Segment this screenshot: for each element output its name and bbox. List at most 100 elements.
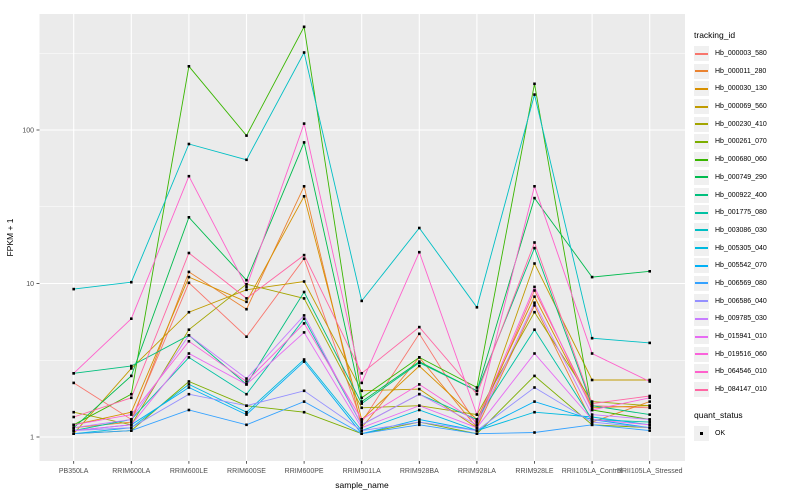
data-point (245, 380, 248, 383)
data-point (187, 352, 191, 355)
data-point (533, 246, 536, 250)
data-point (533, 301, 536, 304)
shape-legend: quant_status OK (694, 410, 798, 444)
data-point (533, 386, 536, 389)
legend-item-label: Hb_000030_130 (715, 85, 767, 93)
series-color-swatch (695, 140, 708, 143)
data-point (590, 400, 594, 403)
data-point (475, 426, 479, 429)
data-point (418, 404, 421, 407)
data-point (245, 285, 248, 289)
data-point (245, 134, 248, 137)
data-point (245, 404, 248, 407)
data-point (72, 287, 75, 291)
data-point (130, 317, 133, 320)
data-point (302, 195, 306, 198)
series-color-swatch (695, 158, 708, 161)
data-point (245, 158, 248, 162)
legend-key (694, 425, 709, 441)
legend-item-label: Hb_000003_580 (715, 50, 767, 57)
data-point (302, 297, 306, 300)
legend-item-label: Hb_000749_290 (715, 173, 767, 181)
data-point (130, 374, 133, 378)
x-tick-label: RRIM600PE (285, 468, 324, 475)
data-point (72, 432, 75, 435)
legend-item-label: Hb_019516_060 (715, 350, 767, 358)
data-point (475, 386, 479, 389)
legend-item: Hb_000003_580 (694, 46, 798, 61)
data-point (72, 423, 75, 427)
data-point (533, 82, 536, 86)
data-point (302, 360, 306, 363)
data-point (302, 290, 306, 294)
data-point (360, 381, 363, 385)
legend-item-label: Hb_006586_040 (715, 297, 767, 305)
data-point (302, 314, 306, 317)
data-point (590, 406, 594, 410)
data-point (533, 400, 536, 403)
legend: tracking_id Hb_000003_580 Hb_000011_280 Hb… (694, 30, 798, 443)
data-point (360, 418, 363, 421)
legend-key (694, 152, 709, 168)
data-point (245, 392, 248, 396)
data-point (130, 423, 133, 427)
legend-item-label: Hb_015941_010 (715, 333, 767, 340)
data-point (418, 356, 421, 359)
data-point (648, 270, 651, 273)
data-point (245, 423, 248, 427)
data-point (187, 386, 191, 389)
legend-item: Hb_084147_010 (694, 382, 798, 398)
legend-item: Hb_005305_040 (694, 240, 798, 256)
legend-key (694, 99, 709, 115)
data-point (187, 275, 191, 279)
data-point (187, 174, 191, 178)
series-color-swatch (695, 123, 708, 126)
data-point (130, 367, 133, 370)
data-point (533, 285, 536, 289)
data-point (418, 361, 421, 364)
data-point (418, 250, 421, 254)
data-point (475, 432, 479, 435)
data-point (302, 317, 306, 320)
series-color-swatch (695, 370, 708, 373)
data-point (187, 65, 191, 68)
data-point (418, 420, 421, 424)
data-point (590, 413, 594, 416)
data-point (533, 289, 536, 292)
y-tick-label: 10 (26, 281, 34, 288)
data-point (590, 408, 594, 412)
y-tick-label: 100 (22, 127, 34, 134)
data-point (187, 142, 191, 146)
data-point (648, 420, 651, 424)
data-point (590, 336, 594, 340)
data-point (590, 352, 594, 355)
legend-item-label: Hb_000069_560 (715, 103, 767, 111)
legend-item: Hb_006586_040 (694, 293, 798, 309)
data-point (130, 392, 133, 396)
data-point (418, 364, 421, 368)
data-point (533, 185, 536, 188)
data-point (533, 304, 536, 307)
data-point (72, 381, 75, 385)
x-axis-title: sample_name (335, 480, 389, 490)
x-tick-label: RRIM901LA (343, 468, 381, 475)
data-point (245, 297, 248, 300)
legend-item: Hb_000922_400 (694, 187, 798, 203)
legend-item: Hb_000030_130 (694, 81, 798, 97)
x-tick-label: RRIM600LE (170, 468, 208, 475)
data-point (302, 51, 306, 54)
data-point (130, 396, 133, 400)
data-point (245, 410, 248, 414)
data-point (130, 413, 133, 416)
data-point (245, 413, 248, 416)
data-point (187, 392, 191, 396)
data-point (187, 383, 191, 386)
legend-item-label: Hb_000922_400 (715, 191, 767, 199)
x-tick-label: RRIM600LA (112, 468, 150, 475)
series-color-swatch (695, 300, 708, 303)
data-point (648, 404, 651, 407)
legend-item: Hb_005542_070 (694, 258, 798, 274)
legend-item: Hb_001775_080 (694, 205, 798, 221)
data-point (533, 352, 536, 355)
data-point (648, 413, 651, 416)
